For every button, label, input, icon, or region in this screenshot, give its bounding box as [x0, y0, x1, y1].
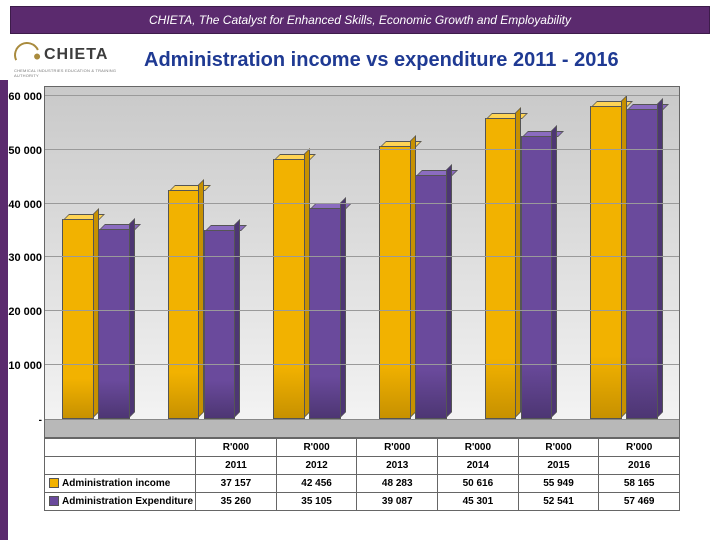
income-row: Administration income37 15742 45648 2835… [45, 475, 680, 493]
year-cell: 2012 [276, 457, 357, 475]
bar-group [151, 87, 257, 419]
y-tick-label: 10 000 [8, 360, 42, 372]
grid-line [45, 203, 679, 204]
expend-cell: 57 469 [599, 493, 680, 511]
unit-cell: R'000 [518, 439, 599, 457]
bar-group [573, 87, 679, 419]
expend-row: Administration Expenditure35 26035 10539… [45, 493, 680, 511]
income-rowhead: Administration income [45, 475, 196, 493]
y-axis: 10 000 20 000 30 000 40 000 50 000 60 000 - [0, 86, 42, 438]
year-cell: 2013 [357, 457, 438, 475]
y-tick-label: 30 000 [8, 252, 42, 264]
income-bar [62, 219, 94, 419]
bar-groups [45, 87, 679, 419]
income-label: Administration income [62, 478, 170, 489]
y-tick-label: 40 000 [8, 199, 42, 211]
bar-group [468, 87, 574, 419]
income-cell: 58 165 [599, 475, 680, 493]
expend-cell: 52 541 [518, 493, 599, 511]
bar-chart [44, 86, 680, 438]
logo-subtitle: CHEMICAL INDUSTRIES EDUCATION & TRAINING… [14, 68, 134, 78]
unit-row: R'000R'000R'000R'000R'000R'000 [45, 439, 680, 457]
grid-line [45, 149, 679, 150]
expend-cell: 35 105 [276, 493, 357, 511]
year-cell: 2016 [599, 457, 680, 475]
grid-line [45, 256, 679, 257]
chieta-logo: CHIETA CHEMICAL INDUSTRIES EDUCATION & T… [14, 38, 134, 82]
corner-cell [45, 439, 196, 457]
income-swatch-icon [49, 478, 59, 488]
expend-rowhead: Administration Expenditure [45, 493, 196, 511]
unit-cell: R'000 [276, 439, 357, 457]
unit-cell: R'000 [599, 439, 680, 457]
expend-bar [521, 136, 553, 419]
unit-cell: R'000 [196, 439, 277, 457]
header-row: CHIETA CHEMICAL INDUSTRIES EDUCATION & T… [0, 34, 720, 84]
page-title: Administration income vs expenditure 201… [144, 49, 619, 72]
expend-bar [415, 175, 447, 419]
income-cell: 48 283 [357, 475, 438, 493]
income-bar [485, 118, 517, 419]
bar-group [256, 87, 362, 419]
logo-name: CHIETA [44, 46, 108, 64]
bar-group [45, 87, 151, 419]
y-tick-label: 50 000 [8, 145, 42, 157]
logo-swoosh-icon [10, 38, 43, 71]
unit-cell: R'000 [357, 439, 438, 457]
income-bar [590, 106, 622, 419]
y-tick-label: 60 000 [8, 91, 42, 103]
grid-line [45, 310, 679, 311]
income-cell: 50 616 [438, 475, 519, 493]
grid-line [45, 95, 679, 96]
income-cell: 42 456 [276, 475, 357, 493]
expend-bar [309, 208, 341, 419]
grid-line [45, 364, 679, 365]
year-cell: 2015 [518, 457, 599, 475]
banner-bar: CHIETA, The Catalyst for Enhanced Skills… [10, 6, 710, 34]
corner-cell [45, 457, 196, 475]
income-bar [273, 159, 305, 419]
expend-label: Administration Expenditure [62, 496, 193, 507]
income-bar [168, 190, 200, 419]
expend-bar [626, 109, 658, 419]
y-zero-label: - [39, 415, 42, 426]
chart-area: 10 00020 00030 00040 00050 00060 000- [44, 86, 680, 438]
expend-bar [204, 230, 236, 419]
unit-cell: R'000 [438, 439, 519, 457]
expend-swatch-icon [49, 496, 59, 506]
income-cell: 55 949 [518, 475, 599, 493]
expend-cell: 39 087 [357, 493, 438, 511]
income-cell: 37 157 [196, 475, 277, 493]
income-bar [379, 146, 411, 419]
year-cell: 2014 [438, 457, 519, 475]
bar-group [362, 87, 468, 419]
banner-text: CHIETA, The Catalyst for Enhanced Skills… [149, 13, 571, 27]
chart-floor [45, 419, 679, 437]
data-table: R'000R'000R'000R'000R'000R'000 201120122… [44, 438, 680, 511]
expend-bar [98, 229, 130, 419]
year-row: 201120122013201420152016 [45, 457, 680, 475]
expend-cell: 35 260 [196, 493, 277, 511]
expend-cell: 45 301 [438, 493, 519, 511]
year-cell: 2011 [196, 457, 277, 475]
y-tick-label: 20 000 [8, 306, 42, 318]
